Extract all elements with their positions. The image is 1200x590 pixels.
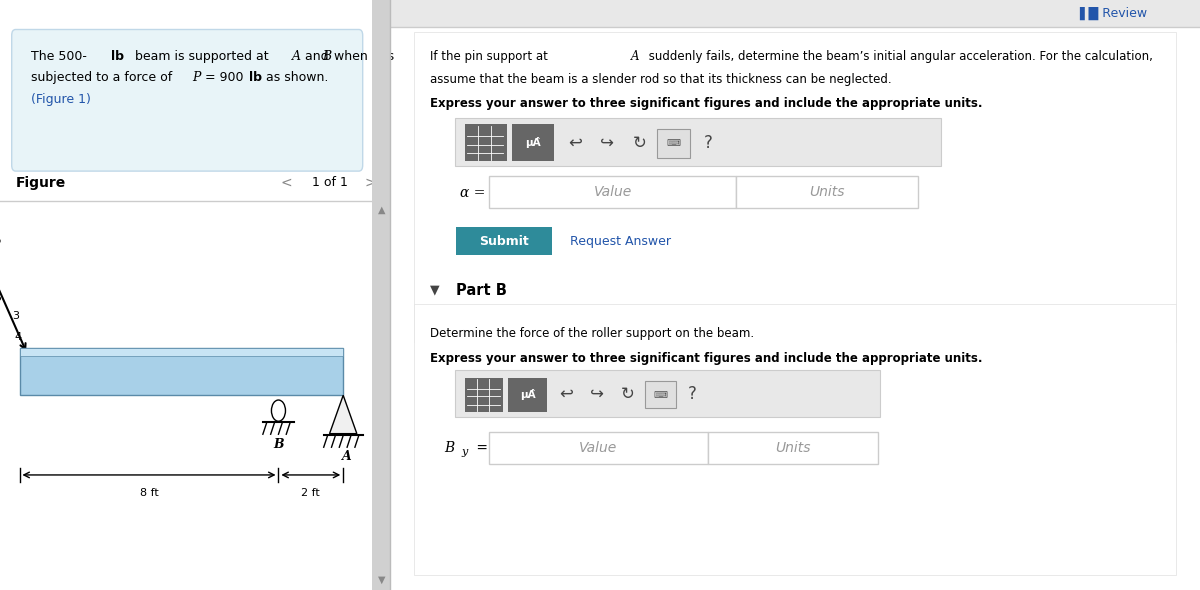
Text: A: A xyxy=(342,450,352,463)
Text: Figure: Figure xyxy=(16,176,66,190)
Text: subjected to a force of: subjected to a force of xyxy=(31,71,176,84)
Text: ↩: ↩ xyxy=(559,385,574,403)
Bar xyxy=(658,129,690,158)
Bar xyxy=(509,378,547,412)
Text: Value: Value xyxy=(580,441,617,455)
Text: y: y xyxy=(461,447,468,457)
Text: when it is: when it is xyxy=(330,50,394,63)
Text: =: = xyxy=(472,441,488,455)
Bar xyxy=(488,176,736,208)
Bar xyxy=(455,118,941,166)
Text: P: P xyxy=(192,71,200,84)
Text: ⌨: ⌨ xyxy=(654,390,667,399)
Text: ▼: ▼ xyxy=(378,575,385,584)
Text: μÂ: μÂ xyxy=(520,389,535,400)
Text: ▌█ Review: ▌█ Review xyxy=(1079,7,1147,20)
Text: B: B xyxy=(322,50,331,63)
Bar xyxy=(646,381,676,408)
Text: >: > xyxy=(365,176,377,190)
Text: 2 ft: 2 ft xyxy=(301,488,320,498)
Text: α =: α = xyxy=(461,186,486,200)
Text: 3: 3 xyxy=(12,311,19,320)
Text: B: B xyxy=(274,438,283,451)
Bar xyxy=(511,124,553,161)
Text: 1 of 1: 1 of 1 xyxy=(312,176,348,189)
Text: ↻: ↻ xyxy=(622,385,635,403)
Text: ▲: ▲ xyxy=(378,205,385,214)
Bar xyxy=(372,0,390,590)
Bar xyxy=(464,378,504,412)
Text: beam is supported at: beam is supported at xyxy=(131,50,272,63)
Text: lb: lb xyxy=(248,71,262,84)
Text: 8 ft: 8 ft xyxy=(139,488,158,498)
Bar xyxy=(414,32,1176,342)
Text: suddenly fails, determine the beam’s initial angular acceleration. For the calcu: suddenly fails, determine the beam’s ini… xyxy=(646,50,1153,63)
Text: Units: Units xyxy=(810,185,845,199)
Text: ↪: ↪ xyxy=(600,134,614,152)
Text: B: B xyxy=(444,441,455,455)
Polygon shape xyxy=(330,395,356,434)
Text: Submit: Submit xyxy=(479,235,529,248)
Text: ⌨: ⌨ xyxy=(666,139,680,148)
Text: lb: lb xyxy=(112,50,124,63)
Text: 4: 4 xyxy=(14,332,22,342)
Text: A: A xyxy=(292,50,301,63)
Text: ↩: ↩ xyxy=(568,134,582,152)
Text: <: < xyxy=(281,176,293,190)
Text: ↪: ↪ xyxy=(590,385,605,403)
Bar xyxy=(455,370,880,417)
Text: If the pin support at: If the pin support at xyxy=(431,50,552,63)
Bar xyxy=(464,124,506,161)
Text: ▼: ▼ xyxy=(430,284,439,297)
Text: Express your answer to three significant figures and include the appropriate uni: Express your answer to three significant… xyxy=(431,352,983,365)
Text: = 900: = 900 xyxy=(200,71,247,84)
Bar xyxy=(19,348,343,395)
Text: μÂ: μÂ xyxy=(524,137,540,148)
Text: as shown.: as shown. xyxy=(263,71,329,84)
Text: ↻: ↻ xyxy=(632,134,647,152)
Circle shape xyxy=(271,400,286,421)
Text: assume that the beam is a slender rod so that its thickness can be neglected.: assume that the beam is a slender rod so… xyxy=(431,73,892,86)
Text: Part B: Part B xyxy=(456,283,508,298)
Text: Units: Units xyxy=(775,441,810,455)
Bar xyxy=(456,227,552,255)
Text: The 500-: The 500- xyxy=(31,50,88,63)
Bar xyxy=(708,432,877,464)
Text: ?: ? xyxy=(704,134,713,152)
Text: (Figure 1): (Figure 1) xyxy=(31,93,91,106)
Text: P: P xyxy=(0,237,1,251)
Bar xyxy=(488,432,708,464)
Text: Value: Value xyxy=(594,185,632,199)
Text: and: and xyxy=(301,50,332,63)
Bar xyxy=(390,0,1200,27)
Text: Request Answer: Request Answer xyxy=(570,235,671,248)
Text: Express your answer to three significant figures and include the appropriate uni: Express your answer to three significant… xyxy=(431,97,983,110)
Text: Determine the force of the roller support on the beam.: Determine the force of the roller suppor… xyxy=(431,327,755,340)
Bar xyxy=(414,304,1176,575)
FancyBboxPatch shape xyxy=(12,30,362,171)
Text: ?: ? xyxy=(688,385,696,403)
Bar xyxy=(736,176,918,208)
Bar xyxy=(19,348,343,356)
Text: A: A xyxy=(630,50,640,63)
